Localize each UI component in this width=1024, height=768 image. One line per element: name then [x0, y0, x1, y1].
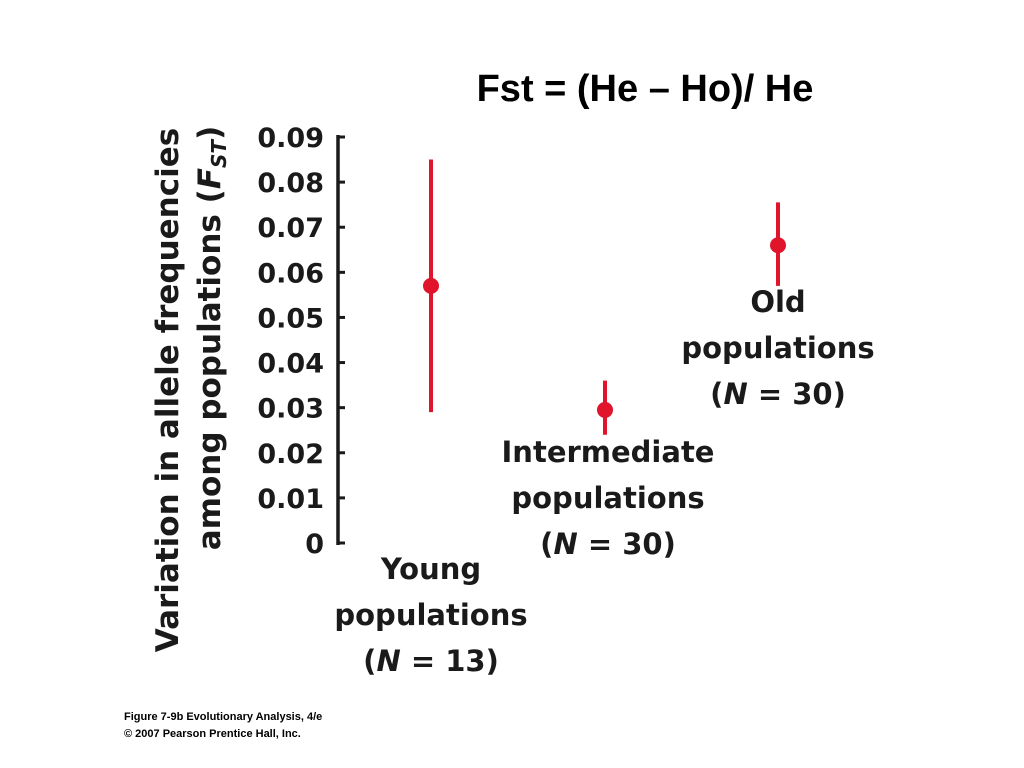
y-tick-label: 0.04: [257, 349, 324, 380]
y-axis-label-symbol: F: [192, 168, 228, 189]
data-point-young: [423, 277, 439, 294]
data-point-intermediate: [597, 401, 613, 418]
y-axis-label-line2: among populations (FST): [192, 126, 231, 551]
y-tick-label: 0.02: [257, 439, 324, 470]
data-marks: [423, 159, 786, 435]
y-tick-label: 0.03: [257, 394, 324, 425]
copyright-credit: © 2007 Pearson Prentice Hall, Inc.: [124, 728, 301, 740]
y-axis-label-suffix: ): [192, 126, 228, 140]
category-label-young-sample-size: (N = 13): [363, 644, 499, 678]
category-label-old-line1: Old: [750, 285, 805, 319]
figure-credit: Figure 7-9b Evolutionary Analysis, 4/e: [124, 711, 323, 723]
category-label-intermediate-sample-size: (N = 30): [540, 527, 676, 561]
data-point-old: [770, 237, 786, 254]
y-axis-label-prefix: among populations (: [192, 189, 228, 550]
y-tick-label: 0.08: [257, 168, 324, 199]
y-axis-label-line1: Variation in allele frequencies: [150, 128, 186, 652]
category-label-young-line1: Young: [380, 552, 481, 586]
y-tick-label: 0.07: [257, 213, 324, 244]
slide-title: Fst = (He – Ho)/ He: [476, 68, 814, 110]
y-tick-label: 0.05: [257, 303, 324, 334]
y-axis-label-subscript: ST: [207, 139, 231, 168]
y-tick-label: 0.01: [257, 484, 324, 515]
category-label-intermediate-line2: populations: [511, 481, 704, 515]
category-label-young-line2: populations: [334, 598, 527, 632]
y-tick-label: 0: [305, 529, 324, 560]
category-label-old-sample-size: (N = 30): [710, 377, 846, 411]
category-label-old-line2: populations: [681, 331, 874, 365]
y-tick-label: 0.09: [257, 123, 324, 154]
category-labels: Young populations (N = 13) Intermediate popu…: [334, 285, 874, 678]
y-axis-label: Variation in allele frequencies among po…: [150, 126, 231, 652]
y-axis-ticks: 0.09 0.08 0.07 0.06 0.05 0.04 0.03 0.02 0.01 0: [257, 123, 345, 560]
y-tick-label: 0.06: [257, 258, 324, 289]
category-label-intermediate-line1: Intermediate: [502, 435, 715, 469]
